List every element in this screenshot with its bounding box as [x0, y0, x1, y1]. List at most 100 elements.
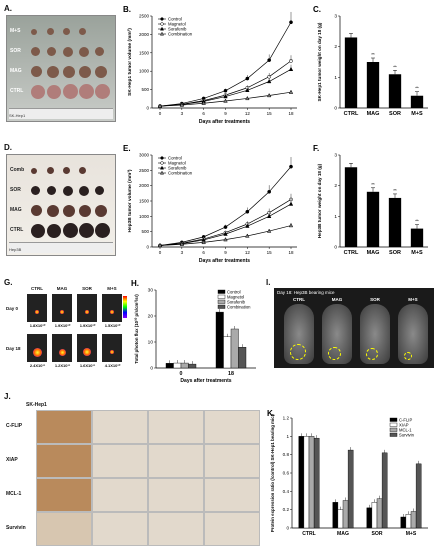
bar [388, 197, 402, 247]
cell-line-label: Hep3B [9, 247, 22, 252]
chart-h: H. 0 10 20 30 0 18 ControlMagnetolSorafenibComb… [131, 279, 256, 384]
y-tick-label: 30 [148, 288, 154, 294]
flux-value: 4.1X10¹⁰ [104, 363, 121, 368]
bar [415, 463, 422, 529]
x-tick-label: M+S [411, 250, 423, 256]
x-tick-label: 0 [159, 250, 162, 255]
y-tick-label: 3000 [139, 153, 150, 158]
legend-marker [160, 17, 164, 21]
bar [410, 95, 424, 108]
imaging-day-label: Day 18 [6, 346, 21, 351]
legend-label: C-FLIP [399, 417, 412, 422]
panel-label-a: A. [4, 4, 12, 13]
mri-mouse [284, 304, 314, 364]
imaging-mouse [102, 294, 122, 322]
bar [180, 362, 189, 369]
legend-label: Combination [168, 171, 193, 176]
data-point [157, 103, 163, 108]
ihc-image [204, 512, 260, 546]
ihc-image [148, 512, 204, 546]
legend-marker [159, 31, 165, 36]
imaging-mouse [27, 294, 47, 322]
x-tick-label: 3 [181, 250, 184, 255]
bar [332, 502, 339, 529]
x-tick-label: MAG [337, 531, 349, 537]
tumor [63, 185, 73, 196]
bar [405, 514, 412, 529]
y-tick-label: 0 [150, 366, 153, 372]
x-tick-label: 6 [202, 111, 205, 116]
flux-value: 1.2X10¹¹ [54, 363, 71, 368]
imaging-day-label: Day 0 [6, 306, 19, 311]
bar [371, 502, 378, 529]
ihc-image [92, 410, 148, 444]
y-tick-label: 1500 [139, 50, 150, 55]
bar [165, 363, 174, 369]
legend-swatch [217, 294, 226, 299]
y-tick-label: 1000 [139, 214, 150, 219]
y-tick-label: 20 [148, 314, 154, 320]
imaging-mouse [27, 334, 47, 362]
imaging-mouse [52, 294, 72, 322]
legend-swatch [217, 299, 226, 304]
bar [337, 509, 344, 529]
tumor [63, 28, 70, 35]
x-tick-label: SOR [389, 250, 401, 256]
tumor [63, 46, 73, 57]
x-tick-label: CTRL [344, 250, 359, 256]
tumor-outline [366, 348, 378, 360]
ihc-image [204, 410, 260, 444]
x-tick-label: MAG [367, 111, 380, 117]
flux-value: 2.4X10¹¹ [29, 363, 46, 368]
y-tick-label: 3 [334, 153, 337, 159]
tumor [63, 65, 75, 78]
legend-marker [159, 170, 165, 175]
y-tick-label: 2 [334, 183, 337, 189]
tumor-row-label: CTRL [10, 227, 24, 233]
ihc-row-label: XIAP [6, 457, 18, 463]
bar [223, 336, 232, 369]
chart-b: B. 0 500 1000 1500 2000 2500 0 3 6 9 12 15 18 Days aft… [123, 5, 297, 125]
ihc-image [36, 410, 92, 444]
ihc-image [92, 512, 148, 546]
panel-label: K. [267, 409, 275, 418]
y-tick-label: 0 [334, 106, 337, 112]
x-tick-label: 3 [181, 111, 184, 116]
ihc-grid: C-FLIP XIAP MCL-1 Survivin [6, 410, 262, 546]
ruler [9, 242, 113, 253]
y-tick-label: 500 [141, 229, 149, 234]
tumor [79, 185, 89, 196]
legend-label: Combination [168, 32, 193, 37]
legend-label: Control [168, 17, 182, 22]
tumor-row-label: MAG [10, 207, 22, 213]
signal-spot [110, 310, 114, 314]
panel-label: E. [123, 144, 131, 153]
legend-label: Survivin [399, 432, 415, 437]
tumor [95, 65, 107, 78]
panel-label: F. [313, 144, 319, 153]
tumor-photo-a: M+S SOR MAG CTRL SK-Hep1 [6, 15, 116, 122]
bar [410, 511, 417, 529]
legend-label: Sorafenib [168, 166, 187, 171]
mri-col-label: CTRL [293, 297, 305, 302]
panel-label-i: I. [266, 278, 271, 287]
bar [173, 362, 182, 369]
ihc-image [148, 478, 204, 512]
y-tick-label: 2500 [139, 168, 150, 173]
flux-value: 1.6X10¹¹ [79, 363, 96, 368]
mri-title: Day 18: Hep3B bearing mice [277, 290, 335, 295]
ihc-image [36, 444, 92, 478]
legend-label: Magnetol [168, 22, 186, 27]
legend-marker [159, 26, 165, 31]
bar [188, 363, 197, 369]
tumor [31, 47, 40, 56]
legend-marker [160, 161, 164, 165]
tumor [47, 84, 61, 99]
y-tick-label: 0 [286, 526, 289, 531]
x-axis-label: Days after treatments [199, 258, 250, 264]
y-tick-label: 0.2 [283, 507, 290, 512]
signal-spot [58, 348, 66, 356]
bar [410, 228, 424, 247]
tumor [63, 84, 78, 99]
x-tick-label: M+S [411, 111, 423, 117]
